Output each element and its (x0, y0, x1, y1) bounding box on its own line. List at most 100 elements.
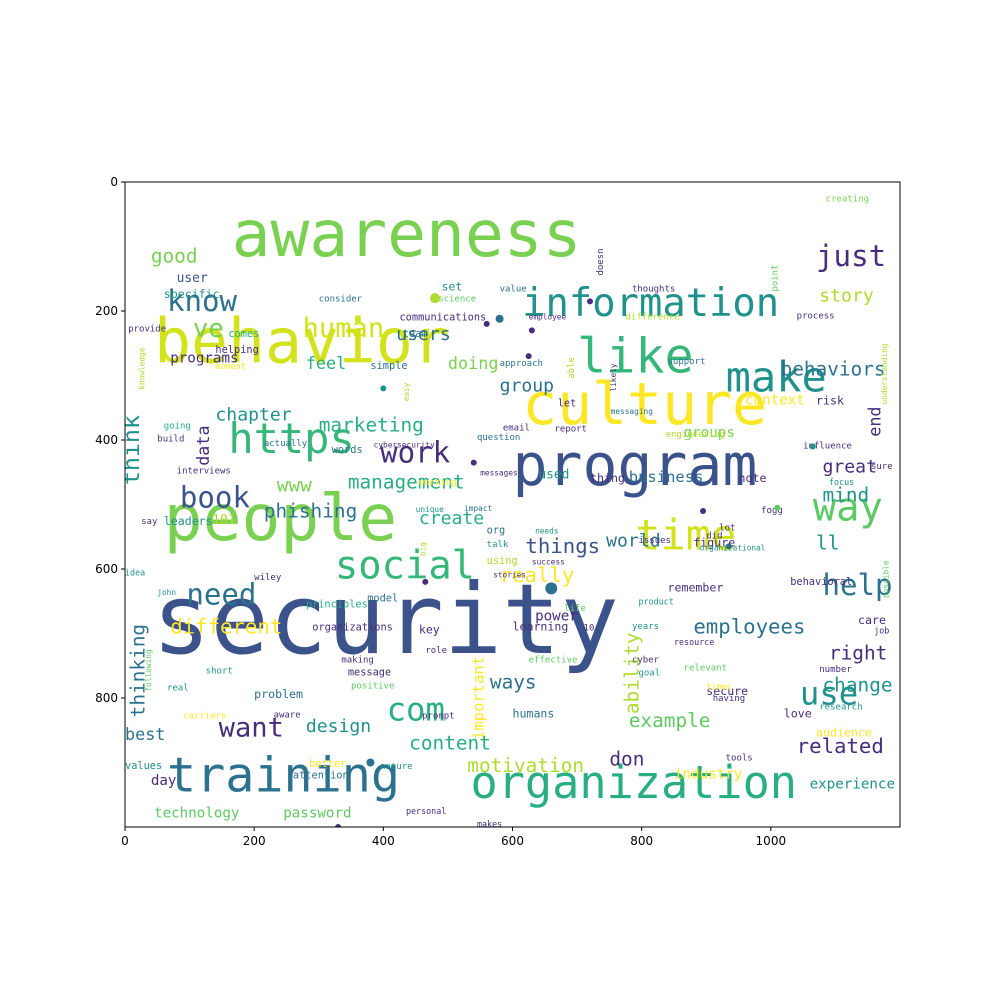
y-tick-label: 400 (95, 433, 118, 447)
word-10: 10 (584, 623, 595, 633)
word-thoughts: thoughts (632, 285, 675, 295)
word-program: program (513, 431, 758, 499)
word-number: number (819, 665, 852, 675)
word-job: job (874, 626, 889, 636)
word-different: different (170, 615, 282, 639)
word-sure: sure (871, 462, 893, 472)
word-care: care (858, 613, 886, 627)
word-feel: feel (306, 353, 346, 373)
word-goal: goal (638, 668, 660, 678)
word-behavior: behavior (154, 307, 450, 378)
word-like: like (577, 328, 694, 384)
word-communications: communications (399, 312, 486, 324)
word-comes: comes (228, 328, 259, 340)
word-big: big (418, 542, 427, 556)
word-power: power (535, 609, 578, 625)
word-john: john (157, 588, 176, 597)
cloud-dot (430, 293, 440, 304)
word-good: good (151, 245, 198, 268)
word-tools: tools (726, 754, 753, 764)
word-engineering: engineering (666, 430, 726, 440)
x-tick-label: 600 (501, 834, 524, 848)
word-consider: consider (319, 294, 363, 304)
word-relevant: relevant (684, 663, 727, 673)
word-day: day (151, 773, 177, 789)
word-just: just (816, 239, 886, 273)
word-com: com (387, 691, 445, 729)
y-tick-label: 800 (95, 691, 118, 705)
cloud-dot (335, 824, 342, 827)
word-behavioral: behavioral (790, 576, 852, 588)
word-content: content (409, 732, 491, 755)
word-marketing: marketing (319, 414, 424, 437)
word-science: science (438, 294, 476, 304)
word-talk: talk (487, 540, 509, 550)
word-users: users (396, 324, 450, 345)
word-build: build (157, 434, 184, 444)
x-tick-label: 1000 (756, 834, 787, 848)
cloud-dot (809, 443, 816, 450)
cloud-dot (725, 543, 732, 550)
word-better: better (309, 758, 346, 770)
word-likely: likely (609, 363, 618, 391)
word-training: training (167, 748, 400, 804)
word-question: question (477, 433, 520, 443)
word-understanding: understanding (880, 343, 889, 404)
word-lot: lot (719, 523, 735, 533)
x-tick-label: 0 (121, 834, 129, 848)
word-101: 101 (212, 513, 235, 528)
word-think: think (118, 415, 145, 485)
word-thing: thing (590, 471, 625, 485)
word-years: years (632, 622, 659, 632)
word-employee: employee (529, 312, 567, 321)
word-possible: possible (881, 560, 890, 598)
axis-ticks: 0 200 400 600 800 1000 0 200 400 600 800 (95, 175, 786, 848)
word-real: real (167, 683, 189, 693)
word-help: help (823, 568, 893, 602)
word-message: message (348, 666, 391, 678)
word-used: used (538, 468, 569, 483)
word-organizations: organizations (312, 621, 393, 633)
word-needs: needs (535, 527, 558, 536)
word-want: want (219, 713, 284, 744)
word-messaging: messaging (611, 407, 653, 416)
word-need: need (186, 577, 256, 611)
word-stories: stories (493, 570, 526, 579)
word-ll: ll (816, 532, 839, 555)
word-org: org (487, 525, 506, 537)
word-issues: issues (638, 536, 671, 546)
word-employees: employees (693, 615, 805, 639)
cloud-dot (700, 507, 707, 514)
word-mind: mind (823, 483, 870, 506)
word-don: don (609, 748, 644, 771)
word-using: using (487, 555, 518, 567)
word-learning: learning (513, 619, 569, 633)
word-model: model (367, 592, 398, 604)
word-https: https (228, 414, 354, 463)
word-impact: impact (464, 504, 492, 513)
word-interviews: interviews (177, 467, 231, 477)
word-unique: unique (416, 505, 444, 514)
word-resource: resource (674, 637, 714, 647)
word-role: role (425, 646, 447, 656)
word-doing: doing (448, 353, 499, 373)
word-phishing: phishing (264, 499, 357, 522)
word-information: information (522, 281, 779, 326)
word-way: way (813, 486, 883, 531)
word-world: world (606, 530, 660, 551)
word-team: team (403, 328, 428, 340)
word-values: values (125, 760, 162, 772)
word-time: time (635, 511, 736, 560)
word-moment: moment (215, 361, 245, 371)
word-helping: helping (215, 344, 258, 356)
word-carriers: carriers (183, 712, 226, 722)
word-example: example (629, 709, 711, 732)
word-use: use (800, 674, 858, 712)
word-know: know (167, 284, 238, 318)
cloud-dot (774, 504, 781, 511)
cloud-dot (545, 582, 558, 595)
word-organization: organization (471, 756, 797, 809)
word-wiley: wiley (254, 573, 282, 583)
word-experience: experience (810, 776, 895, 792)
